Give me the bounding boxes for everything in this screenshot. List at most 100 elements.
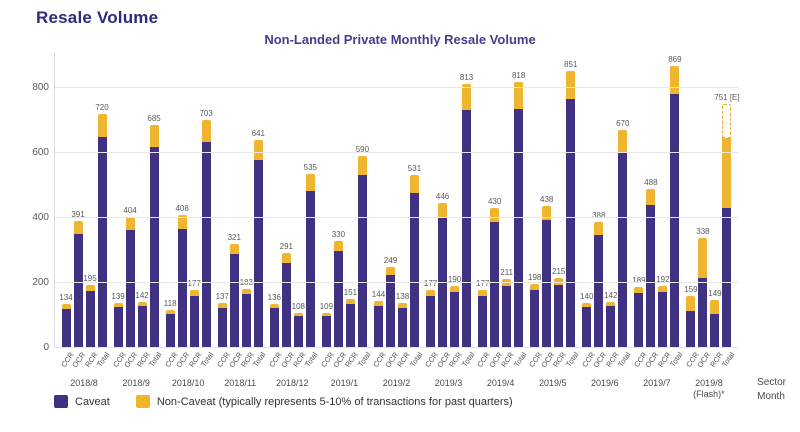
bar-caveat-segment [618, 152, 628, 348]
bar-caveat-segment [409, 192, 419, 348]
bar-column: 177 CCR [475, 280, 492, 369]
bar-column: 391 OCR [71, 209, 88, 369]
bar-value-label: 291 [279, 242, 293, 252]
month-group: 177 CCR 430 OCR 211 RCR 818 Total 2019/4 [475, 53, 528, 388]
bar-noncaveat-segment [253, 139, 263, 161]
stacked-bar [462, 83, 472, 348]
legend-item-caveat: Caveat [54, 395, 110, 408]
stacked-bar [698, 238, 708, 348]
bar-noncaveat-segment [426, 290, 436, 297]
bar-column: 685 Total [147, 115, 163, 369]
month-group: 140 CCR 388 OCR 142 RCR 670 Total 2019/6 [580, 53, 633, 388]
bar-noncaveat-segment [113, 302, 123, 308]
bar-column: 192 RCR [656, 275, 673, 369]
gridline-200 [55, 282, 738, 283]
bar-value-label: 138 [395, 292, 410, 302]
stacked-bar [165, 309, 175, 348]
stacked-bar [658, 285, 668, 348]
stacked-bar [670, 65, 680, 348]
bar-value-label: 338 [696, 227, 710, 237]
bar-value-label: 641 [251, 128, 265, 138]
bar-value-label: 818 [511, 71, 526, 81]
bar-caveat-segment [333, 251, 343, 348]
bar-noncaveat-segment [217, 303, 227, 309]
stacked-bar [97, 114, 107, 348]
bar-caveat-segment [566, 99, 576, 348]
bar-caveat-segment [217, 308, 227, 348]
bar-caveat-segment [113, 307, 123, 348]
bar-column: 249 OCR [383, 257, 400, 370]
bar-column: 404 OCR [123, 206, 140, 369]
y-tick-label: 400 [32, 212, 49, 223]
caveat-swatch-icon [54, 395, 68, 408]
month-label-line: 2019/8 [695, 378, 723, 388]
stacked-bar [582, 302, 592, 348]
bar-caveat-segment [85, 290, 95, 348]
bar-column: 388 OCR [591, 211, 608, 369]
stacked-bar [426, 290, 436, 348]
bar-noncaveat-segment [293, 312, 303, 317]
bar-value-label: 851 [564, 60, 578, 70]
bar-column: 177 RCR [187, 280, 204, 369]
stacked-bar [502, 279, 512, 348]
bar-value-label: 391 [71, 209, 85, 219]
bar-column: 535 Total [303, 164, 319, 369]
bar-caveat-segment [658, 291, 668, 348]
bar-column: 142 RCR [604, 291, 621, 369]
bar-column: 751 [E] Total [714, 93, 739, 368]
bar-value-label: 144 [371, 290, 386, 300]
bar-noncaveat-segment [618, 130, 628, 153]
stacked-bar [514, 82, 524, 348]
bar-noncaveat-segment [634, 286, 644, 293]
noncaveat-swatch-icon [135, 395, 150, 408]
bar-column: 118 CCR [163, 299, 180, 369]
bar-value-label: 137 [215, 292, 229, 302]
bar-value-label: 321 [227, 232, 241, 242]
bar-noncaveat-segment [305, 174, 315, 192]
stacked-bar [113, 302, 123, 348]
bar-value-label: 109 [319, 301, 334, 311]
stacked-bar [606, 301, 616, 348]
sector-label: Total [511, 350, 529, 369]
stacked-bar [554, 278, 564, 348]
bar-column: 703 Total [199, 109, 215, 369]
bar-caveat-segment [373, 305, 383, 348]
bar-caveat-segment [73, 233, 83, 348]
x-axis-title-line-1: Sector [757, 377, 786, 388]
bar-value-label: 177 [423, 279, 438, 289]
bar-noncaveat-segment [542, 205, 552, 220]
bar-value-label: 330 [331, 229, 346, 239]
bar-caveat-segment [397, 307, 407, 348]
stacked-bar [385, 267, 395, 348]
month-group: 198 CCR 438 OCR 215 RCR 851 Total 2019/5 [528, 53, 581, 388]
chart-title: Non-Landed Private Monthly Resale Volume [264, 32, 536, 47]
bar-noncaveat-segment [229, 243, 239, 255]
stacked-bar [281, 253, 291, 348]
bar-caveat-segment [61, 308, 71, 348]
stacked-bar [594, 221, 604, 348]
stacked-bar [409, 175, 419, 348]
sector-label: Total [407, 350, 425, 369]
month-label: 2019/7 [643, 378, 671, 388]
bar-noncaveat-segment [462, 83, 472, 111]
bar-column: 198 CCR [528, 273, 545, 369]
x-axis-title: Sector Month [757, 376, 786, 403]
bar-noncaveat-segment [594, 221, 604, 235]
stacked-bar [269, 303, 279, 348]
bar-column: 144 CCR [371, 290, 388, 369]
stacked-bar [530, 283, 540, 348]
bar-value-label: 488 [644, 178, 658, 188]
bar-groups: 134 CCR 391 OCR 195 RCR 720 Total 2018/8 139 CCR 40… [55, 53, 740, 399]
legend: Caveat Non-Caveat (typically represents … [54, 395, 513, 408]
stacked-bar [450, 286, 460, 348]
bar-caveat-segment [490, 222, 500, 348]
gridline-0 [55, 347, 738, 348]
bar-value-label: 190 [447, 275, 462, 285]
month-group: 189 CCR 488 OCR 192 RCR 869 Total 2019/7 [632, 53, 685, 388]
bar-noncaveat-segment [241, 288, 251, 295]
bar-value-label: 211 [500, 268, 514, 278]
bar-value-label: 151 [343, 287, 358, 297]
bar-caveat-segment [97, 137, 107, 348]
bar-noncaveat-segment [373, 301, 383, 306]
bar-column: 291 OCR [279, 242, 296, 369]
